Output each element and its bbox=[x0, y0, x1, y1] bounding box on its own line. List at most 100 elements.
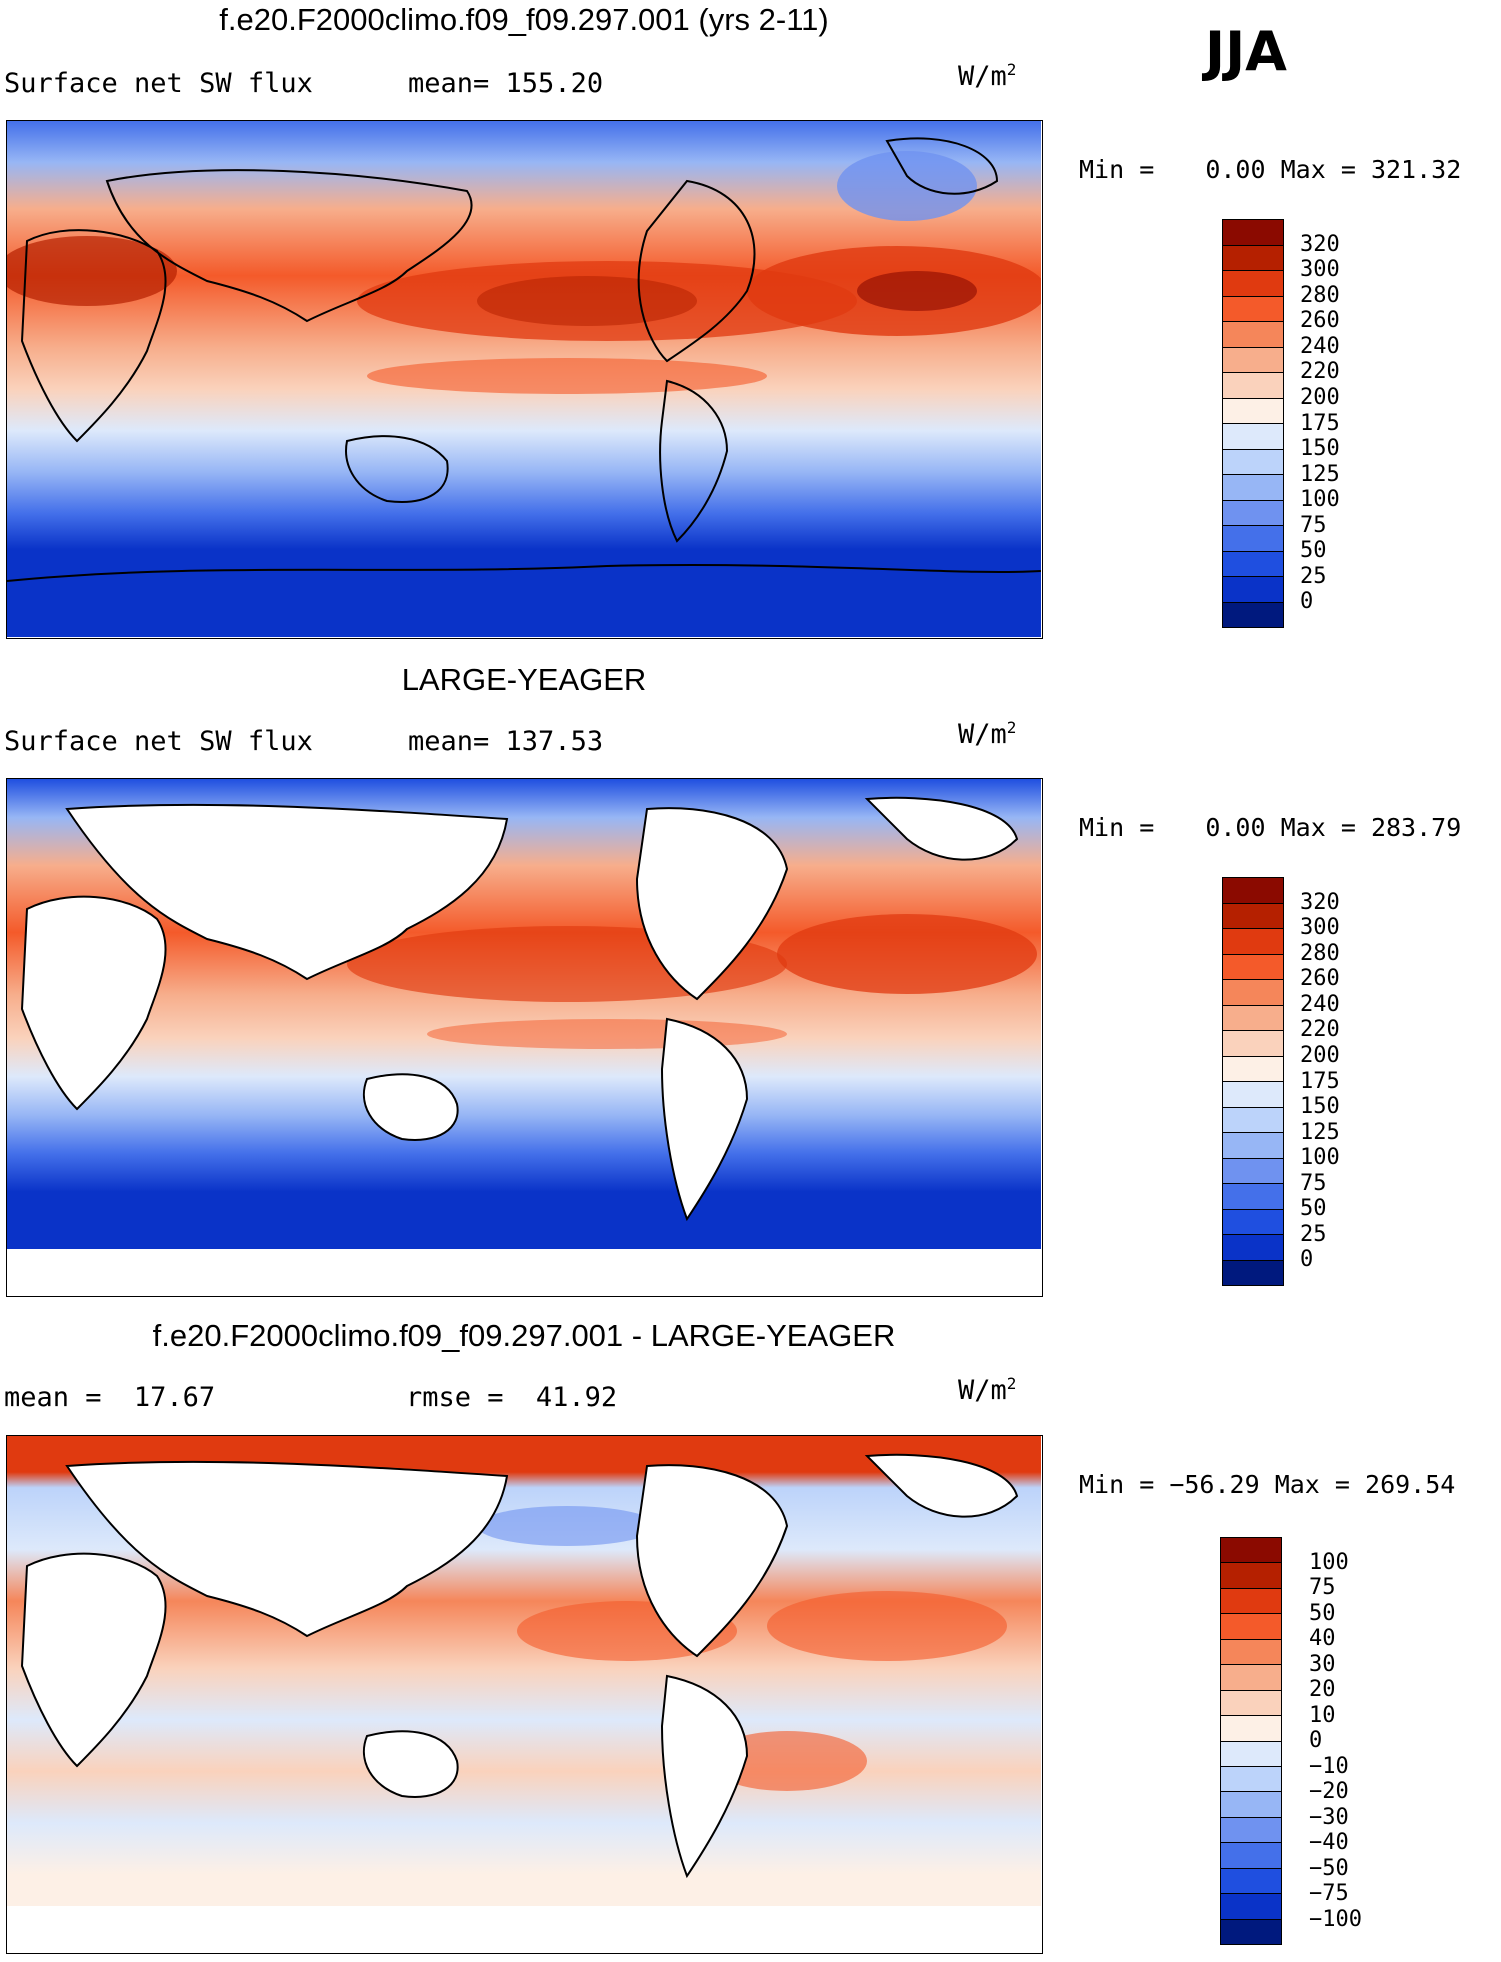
colorbar-tick-label: 150 bbox=[1300, 436, 1340, 462]
colorbar-swatch bbox=[1221, 1614, 1281, 1640]
panel2-units: W/m2 bbox=[958, 718, 1017, 750]
colorbar-swatch bbox=[1223, 1005, 1283, 1031]
colorbar-tick-label: 125 bbox=[1300, 461, 1340, 487]
colorbar-tick-label: 100 bbox=[1300, 1145, 1340, 1171]
panel1-min-value: 0.00 bbox=[1205, 155, 1266, 184]
colorbar-swatch bbox=[1221, 1639, 1281, 1666]
colorbar-swatch bbox=[1223, 220, 1283, 246]
colorbar-swatch bbox=[1223, 1158, 1283, 1184]
panel2-colorbar-labels: 320 300 280 260 240 220 200 175 150 125 100 75 50 25 0 bbox=[1300, 877, 1380, 1286]
panel3-max-value: 269.54 bbox=[1365, 1470, 1456, 1499]
colorbar-swatch bbox=[1223, 602, 1283, 627]
colorbar-swatch bbox=[1223, 1082, 1283, 1108]
colorbar-swatch bbox=[1223, 954, 1283, 980]
colorbar-swatch bbox=[1223, 424, 1283, 450]
panel1-title: f.e20.F2000climo.f09_f09.297.001 (yrs 2-… bbox=[219, 2, 829, 37]
panel1-colorbar-labels: 320 300 280 260 240 220 200 175 150 125 100 75 50 25 0 bbox=[1300, 219, 1380, 628]
colorbar-swatch bbox=[1221, 1843, 1281, 1869]
colorbar-tick-label: 260 bbox=[1300, 966, 1340, 992]
panel1-min-label: Min = bbox=[1079, 155, 1155, 184]
panel1-mean-value: 155.20 bbox=[505, 68, 604, 99]
panel2-mean-label: mean= bbox=[408, 726, 490, 757]
panel3-map bbox=[6, 1435, 1043, 1954]
colorbar-tick-label: −10 bbox=[1309, 1753, 1349, 1779]
colorbar-swatch bbox=[1221, 1563, 1281, 1589]
panel1-coastlines bbox=[7, 137, 1041, 582]
colorbar-swatch bbox=[1221, 1766, 1281, 1793]
colorbar-swatch bbox=[1223, 245, 1283, 271]
colorbar-swatch bbox=[1223, 373, 1283, 399]
colorbar-swatch bbox=[1223, 1031, 1283, 1057]
panel3-mean: mean = 17.67 bbox=[4, 1382, 215, 1413]
panel1-max-label: Max = bbox=[1280, 155, 1356, 184]
panel3-minmax: Min = −56.29 Max = 269.54 bbox=[1079, 1470, 1455, 1499]
colorbar-tick-label: 300 bbox=[1300, 257, 1340, 283]
panel3-units: W/m2 bbox=[958, 1374, 1017, 1406]
panel1-mean: mean= 155.20 bbox=[408, 68, 603, 99]
panel1-units: W/m2 bbox=[958, 60, 1017, 92]
panel2-minmax: Min = 0.00 Max = 283.79 bbox=[1079, 813, 1461, 842]
colorbar-swatch bbox=[1223, 347, 1283, 373]
panel2-mean: mean= 137.53 bbox=[408, 726, 603, 757]
colorbar-swatch bbox=[1221, 1690, 1281, 1717]
colorbar-swatch bbox=[1221, 1868, 1281, 1895]
panel1-variable-label: Surface net SW flux bbox=[4, 68, 313, 99]
panel3-rmse-label: rmse = bbox=[406, 1382, 504, 1413]
panel3-min-value: −56.29 bbox=[1169, 1470, 1260, 1499]
colorbar-tick-label: 320 bbox=[1300, 889, 1340, 915]
colorbar-swatch bbox=[1221, 1894, 1281, 1920]
colorbar-swatch bbox=[1221, 1792, 1281, 1818]
colorbar-swatch bbox=[1223, 1107, 1283, 1133]
colorbar-tick-label: −20 bbox=[1309, 1779, 1349, 1804]
colorbar-tick-label: 40 bbox=[1309, 1626, 1336, 1651]
colorbar-swatch bbox=[1223, 878, 1283, 904]
colorbar-tick-label: 0 bbox=[1300, 589, 1314, 615]
colorbar-swatch bbox=[1223, 475, 1283, 501]
colorbar-swatch bbox=[1221, 1538, 1281, 1564]
colorbar-swatch bbox=[1223, 271, 1283, 297]
panel1-map-svg bbox=[7, 121, 1041, 637]
colorbar-tick-label: 50 bbox=[1300, 1196, 1327, 1222]
panel2-map-svg bbox=[7, 779, 1041, 1295]
panel2-map bbox=[6, 778, 1043, 1297]
colorbar-tick-label: 200 bbox=[1300, 384, 1340, 410]
colorbar-tick-label: 25 bbox=[1300, 1221, 1327, 1247]
colorbar-tick-label: 175 bbox=[1300, 410, 1340, 436]
colorbar-tick-label: −40 bbox=[1309, 1830, 1349, 1855]
panel1-colorbar bbox=[1222, 219, 1284, 628]
panel3-min-label: Min = bbox=[1079, 1470, 1155, 1499]
colorbar-swatch bbox=[1223, 929, 1283, 955]
colorbar-tick-label: 240 bbox=[1300, 333, 1340, 359]
colorbar-tick-label: 75 bbox=[1300, 512, 1327, 538]
panel1-mean-label: mean= bbox=[408, 68, 490, 99]
panel2-variable-label: Surface net SW flux bbox=[4, 726, 313, 757]
panel3-colorbar bbox=[1220, 1537, 1282, 1945]
panel3-map-svg bbox=[7, 1436, 1041, 1952]
panel3-max-label: Max = bbox=[1274, 1470, 1350, 1499]
colorbar-tick-label: 220 bbox=[1300, 1017, 1340, 1043]
colorbar-swatch bbox=[1223, 322, 1283, 348]
colorbar-swatch bbox=[1223, 449, 1283, 475]
colorbar-swatch bbox=[1221, 1665, 1281, 1691]
colorbar-swatch bbox=[1221, 1919, 1281, 1944]
colorbar-swatch bbox=[1223, 1184, 1283, 1210]
colorbar-tick-label: 25 bbox=[1300, 563, 1327, 589]
colorbar-tick-label: 20 bbox=[1309, 1677, 1336, 1702]
colorbar-tick-label: 100 bbox=[1300, 487, 1340, 513]
panel1-map bbox=[6, 120, 1043, 639]
season-label: JJA bbox=[1205, 20, 1287, 83]
colorbar-tick-label: 75 bbox=[1300, 1170, 1327, 1196]
panel3-rmse-value: 41.92 bbox=[535, 1382, 618, 1413]
colorbar-tick-label: −75 bbox=[1309, 1881, 1349, 1906]
colorbar-tick-label: 125 bbox=[1300, 1119, 1340, 1145]
panel2-max-label: Max = bbox=[1280, 813, 1356, 842]
panel3-mean-value: 17.67 bbox=[133, 1382, 216, 1413]
colorbar-swatch bbox=[1221, 1588, 1281, 1615]
colorbar-swatch bbox=[1223, 1260, 1283, 1285]
colorbar-swatch bbox=[1223, 980, 1283, 1006]
colorbar-swatch bbox=[1221, 1716, 1281, 1742]
colorbar-swatch bbox=[1223, 526, 1283, 552]
colorbar-tick-label: 0 bbox=[1309, 1728, 1323, 1753]
panel2-min-value: 0.00 bbox=[1205, 813, 1266, 842]
panel3-title: f.e20.F2000climo.f09_f09.297.001 - LARGE… bbox=[152, 1318, 896, 1353]
